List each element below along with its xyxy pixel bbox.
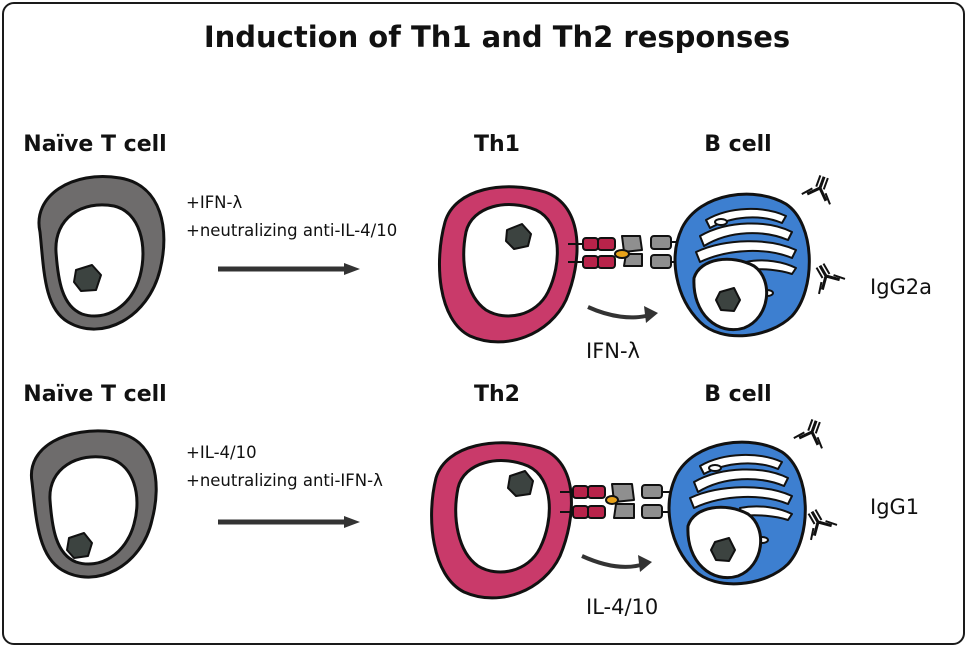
tcr-receptor <box>572 505 589 519</box>
isotype-label: IgG1 <box>870 495 919 519</box>
nucleolus <box>66 532 93 559</box>
antibody-icon <box>793 419 823 449</box>
cytokine-label: IFN-λ <box>586 339 640 363</box>
immune-synapse <box>568 235 688 269</box>
condition-line: +neutralizing anti-IFN-λ <box>186 471 383 490</box>
naive-t-cell-label: Naïve T cell <box>23 132 166 157</box>
diagram-title: Induction of Th1 and Th2 responses <box>204 20 790 54</box>
row-th1: Naïve T cell Th1 B cell +IFN-λ +neutrali… <box>23 132 932 363</box>
th-cell <box>430 441 573 600</box>
tcr-receptor <box>582 255 599 269</box>
b-cell <box>673 192 811 338</box>
antigen <box>614 249 630 259</box>
b-cell-label: B cell <box>704 132 771 157</box>
condition-line: +neutralizing anti-IL-4/10 <box>186 221 397 240</box>
th-label: Th2 <box>474 382 520 407</box>
mhc-molecule <box>621 235 643 253</box>
nucleolus <box>505 223 532 250</box>
b-cell <box>667 440 807 586</box>
condition-line: +IL-4/10 <box>186 443 257 462</box>
cytokine-label: IL-4/10 <box>586 595 658 619</box>
isotype-label: IgG2a <box>870 275 932 299</box>
b-cell-label: B cell <box>704 382 771 407</box>
th-cell <box>437 185 579 344</box>
nucleolus <box>710 537 736 562</box>
antibody-icon <box>815 263 846 295</box>
antigen <box>605 495 619 505</box>
condition-line: +IFN-λ <box>186 193 242 212</box>
row-th2: Naïve T cell Th2 B cell +IL-4/10 +neutra… <box>23 382 919 619</box>
tcr-receptor <box>582 237 599 251</box>
tcr-receptor <box>572 485 589 499</box>
th-label: Th1 <box>474 132 520 157</box>
antibody-icon <box>801 175 831 205</box>
nucleolus <box>715 287 741 312</box>
naive-t-cell <box>37 175 166 331</box>
nucleolus <box>507 470 534 497</box>
naive-t-cell-label: Naïve T cell <box>23 382 166 407</box>
antibody-icon <box>807 509 838 541</box>
arrow-right-icon <box>218 263 360 275</box>
immune-synapse <box>560 483 680 519</box>
nucleolus <box>73 264 102 292</box>
arrow-right-icon <box>218 516 360 528</box>
curved-arrow-icon <box>587 305 658 323</box>
naive-t-cell <box>29 429 158 579</box>
curved-arrow-icon <box>581 554 652 572</box>
